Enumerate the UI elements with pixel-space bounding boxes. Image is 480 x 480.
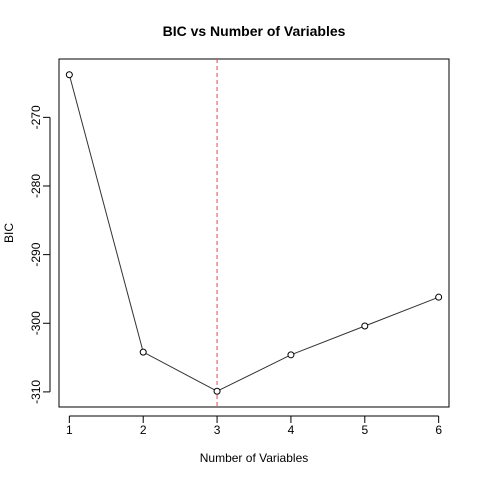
y-axis: -310 -300 -290 -280 -270 (29, 105, 51, 404)
data-points (65, 71, 443, 395)
data-point (65, 71, 73, 79)
x-axis: 1 2 3 4 5 6 (66, 415, 442, 437)
chart-title: BIC vs Number of Variables (163, 23, 346, 39)
data-point (213, 387, 221, 395)
x-tick-label: 1 (66, 423, 73, 437)
data-point (287, 351, 295, 359)
y-tick-label: -270 (29, 105, 43, 129)
y-tick-label: -290 (29, 242, 43, 266)
x-tick-label: 2 (140, 423, 147, 437)
data-point (139, 348, 147, 356)
x-tick-label: 5 (361, 423, 368, 437)
x-axis-label: Number of Variables (200, 451, 309, 465)
data-point (361, 322, 369, 330)
plot-frame (58, 58, 450, 408)
y-axis-label: BIC (2, 223, 16, 243)
y-tick-label: -280 (29, 174, 43, 198)
x-tick-label: 6 (435, 423, 442, 437)
x-tick-label: 3 (214, 423, 221, 437)
data-point (435, 293, 443, 301)
x-tick-label: 4 (288, 423, 295, 437)
series-line (68, 74, 439, 392)
y-tick-label: -310 (29, 380, 43, 404)
y-tick-label: -300 (29, 311, 43, 335)
